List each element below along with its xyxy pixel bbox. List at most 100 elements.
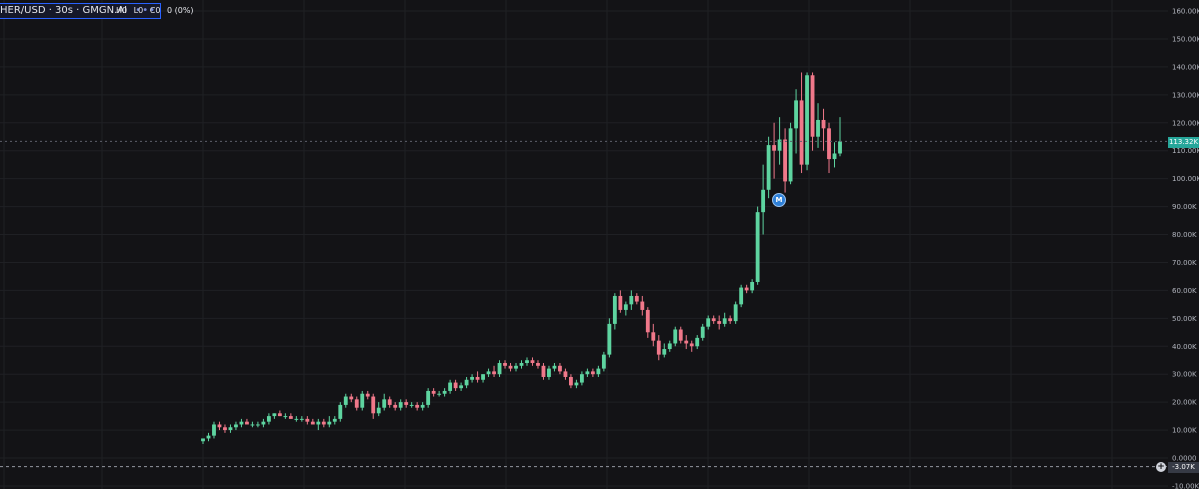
candle-body (371, 396, 376, 414)
candle (459, 382, 464, 391)
candle (508, 363, 513, 372)
candle-body (508, 365, 513, 369)
candle-body (579, 374, 584, 383)
candle (299, 416, 304, 422)
candle (503, 360, 507, 369)
candle-body (733, 304, 738, 322)
candle (398, 399, 403, 411)
candle-body (596, 368, 601, 375)
candle-body (239, 421, 244, 425)
candle (662, 343, 667, 358)
candle (700, 323, 705, 341)
candle (783, 128, 788, 193)
candle-body (201, 438, 205, 442)
symbol-legend[interactable]: HER/USD · 30s · GMGN.AI ••• (0, 3, 161, 19)
candle-body (338, 404, 343, 419)
horizontal-gridlines (0, 10, 1168, 487)
candle-body (365, 393, 370, 397)
y-tick-label: 70.00K (1172, 259, 1197, 267)
candle (805, 72, 809, 171)
candle-body (547, 368, 551, 377)
price-axis[interactable]: 160.00K 150.00K 140.00K 130.00K 120.00K 110.0… (1172, 8, 1199, 489)
candle-body (261, 421, 266, 425)
candle-body (376, 407, 381, 414)
candle (217, 421, 222, 431)
candle-body (590, 371, 595, 375)
candle-body (459, 385, 464, 389)
candle-body (442, 390, 447, 394)
candle (382, 393, 387, 411)
candle-body (662, 349, 667, 355)
candle-body (827, 128, 831, 160)
candle-body (761, 189, 766, 213)
y-tick-label: 110.00K (1172, 147, 1199, 155)
candle-body (223, 427, 227, 431)
candle (755, 206, 760, 285)
candle (321, 418, 326, 428)
candle-body (640, 301, 645, 310)
candle-body (525, 360, 529, 364)
ohlc-high: H0 (116, 6, 128, 15)
candle-body (569, 376, 573, 386)
candle-body (563, 371, 568, 377)
candle (393, 402, 398, 411)
candle-body (255, 424, 260, 426)
candle-body (277, 413, 282, 417)
candle-body (552, 365, 557, 369)
candle (415, 402, 420, 411)
candle (618, 290, 623, 313)
candle-body (541, 365, 546, 377)
candle-body (288, 416, 293, 419)
candle (799, 72, 804, 174)
candle (739, 284, 744, 308)
candle (667, 340, 672, 352)
candle-body (678, 329, 683, 341)
candle-body (206, 435, 211, 439)
y-tick-label: 30.00K (1172, 371, 1197, 379)
candle (629, 290, 634, 310)
more-dots-icon[interactable]: ••• (135, 5, 156, 16)
candle (514, 363, 518, 372)
y-tick-label: 100.00K (1172, 175, 1199, 183)
candle-body (481, 374, 485, 380)
candle-body (299, 418, 304, 420)
candle-body (530, 360, 535, 364)
candle (766, 136, 771, 199)
candle (442, 388, 447, 397)
candle (365, 390, 370, 400)
candle (788, 122, 793, 185)
candle-body (354, 399, 359, 408)
candle (563, 368, 568, 380)
candle-body (519, 363, 524, 366)
candle-body (266, 416, 271, 422)
migration-marker[interactable]: M (772, 193, 786, 207)
candle (678, 326, 683, 344)
candle (201, 438, 205, 445)
candle (266, 413, 271, 425)
y-tick-label: -10.00K (1172, 482, 1199, 489)
candle-body (728, 318, 733, 322)
candle-body (212, 424, 216, 436)
candle-body (398, 402, 403, 408)
candle-body (607, 323, 612, 355)
candle-body (272, 413, 277, 417)
candle-body (475, 376, 480, 380)
candle (656, 335, 661, 361)
candle (827, 122, 831, 174)
candle-body (810, 75, 815, 137)
candle-body (464, 379, 469, 386)
candle (283, 413, 288, 419)
candle (794, 89, 798, 154)
add-plus-icon[interactable]: + (1156, 462, 1166, 472)
candle (832, 142, 837, 168)
ohlc-change: 0 (0%) (166, 6, 194, 15)
candle (332, 416, 337, 425)
symbol-title[interactable]: HER/USD · 30s · GMGN.AI (0, 5, 128, 16)
candle-body (448, 382, 453, 391)
candle (475, 371, 480, 383)
candle (579, 371, 584, 386)
candle (343, 393, 348, 408)
candle-body (327, 421, 332, 425)
candle (810, 72, 815, 151)
